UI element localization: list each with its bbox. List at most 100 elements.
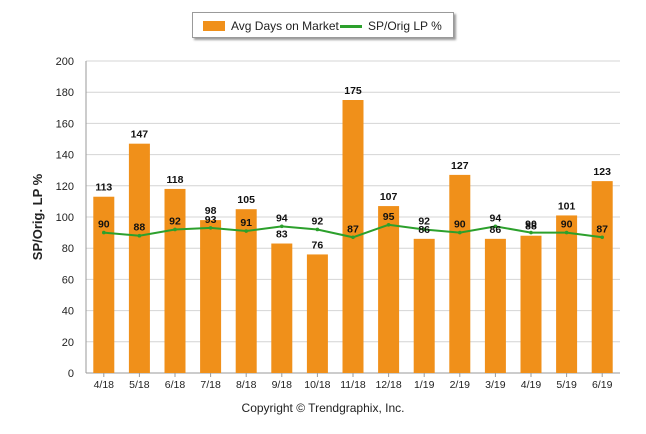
line-point bbox=[458, 230, 462, 235]
line-point bbox=[351, 235, 355, 240]
bar-value-label: 88 bbox=[525, 221, 537, 233]
value-labels: 113 147 118 98 105 83 76 175 107 86 127 86 88 101 123 9… bbox=[95, 85, 611, 251]
bar bbox=[164, 188, 186, 373]
y-tick-label: 40 bbox=[62, 306, 74, 318]
y-tick-label: 180 bbox=[56, 87, 74, 99]
bar bbox=[235, 209, 257, 373]
line-point bbox=[173, 227, 177, 232]
bar-value-label: 107 bbox=[380, 191, 398, 203]
line-value-label: 90 bbox=[525, 219, 537, 231]
y-axis-label: SP/Orig. LP % bbox=[30, 173, 45, 260]
bar-value-label: 113 bbox=[95, 182, 112, 194]
y-tick-label: 20 bbox=[62, 337, 74, 349]
line-value-label: 88 bbox=[134, 222, 146, 234]
line-point bbox=[244, 229, 248, 233]
bar-series bbox=[93, 100, 613, 373]
bar-value-label: 118 bbox=[167, 174, 184, 186]
x-tick-label: 5/19 bbox=[556, 379, 577, 391]
x-tick-label: 9/18 bbox=[272, 379, 293, 391]
bar-value-label: 147 bbox=[131, 129, 149, 141]
bar-value-label: 127 bbox=[451, 160, 469, 172]
legend-item-bar: Avg Days on Market bbox=[203, 13, 339, 39]
bar-value-label: 98 bbox=[205, 205, 217, 217]
line-value-label: 95 bbox=[383, 211, 395, 223]
bar-value-label: 76 bbox=[312, 239, 324, 251]
x-tick-label: 1/19 bbox=[414, 379, 435, 391]
line-value-label: 90 bbox=[561, 219, 573, 231]
y-tick-label: 80 bbox=[62, 243, 74, 255]
line-value-label: 94 bbox=[490, 212, 502, 224]
line-point bbox=[564, 230, 569, 235]
y-tick-label: 140 bbox=[56, 150, 74, 162]
x-axis-ticks: 4/18 5/18 6/18 7/18 8/18 9/18 10/18 11/18 12/18 1… bbox=[94, 373, 613, 391]
x-tick-label: 7/18 bbox=[200, 379, 221, 391]
line-value-label: 90 bbox=[454, 219, 466, 231]
line-point bbox=[386, 223, 391, 227]
y-tick-label: 200 bbox=[56, 56, 74, 68]
line-point bbox=[422, 227, 427, 232]
line-point bbox=[137, 233, 142, 238]
line-value-label: 90 bbox=[98, 219, 110, 231]
bar bbox=[271, 243, 293, 373]
bar bbox=[556, 215, 578, 373]
x-tick-label: 10/18 bbox=[304, 379, 330, 391]
line-point bbox=[600, 235, 604, 240]
y-tick-label: 0 bbox=[68, 368, 74, 380]
x-tick-label: 12/18 bbox=[375, 379, 401, 391]
line-point bbox=[102, 230, 106, 235]
bar-value-label: 101 bbox=[558, 200, 576, 212]
x-tick-label: 4/18 bbox=[94, 379, 115, 391]
legend-swatch-line bbox=[340, 24, 362, 28]
bar bbox=[413, 238, 435, 373]
legend-item-line: SP/Orig LP % bbox=[340, 13, 442, 39]
legend-swatch-bar bbox=[203, 21, 225, 31]
bar bbox=[93, 196, 115, 373]
line-value-label: 94 bbox=[276, 212, 288, 224]
y-tick-label: 60 bbox=[62, 274, 74, 286]
y-tick-label: 100 bbox=[56, 212, 74, 224]
bar bbox=[200, 220, 222, 373]
x-tick-label: 8/18 bbox=[236, 379, 257, 391]
line-value-label: 92 bbox=[169, 215, 181, 227]
legend-label-line: SP/Orig LP % bbox=[368, 19, 442, 33]
x-tick-label: 4/19 bbox=[521, 379, 542, 391]
line-series bbox=[102, 223, 604, 240]
legend: Avg Days on Market SP/Orig LP % bbox=[192, 12, 454, 38]
line-point bbox=[208, 226, 213, 230]
bar-value-label: 175 bbox=[344, 85, 362, 97]
line-point bbox=[529, 230, 533, 235]
x-tick-label: 6/19 bbox=[592, 379, 613, 391]
bar bbox=[520, 235, 542, 373]
bar-value-label: 123 bbox=[593, 166, 611, 178]
line-value-label: 92 bbox=[312, 215, 324, 227]
bar bbox=[484, 238, 506, 373]
bar bbox=[306, 254, 328, 373]
line-point bbox=[493, 224, 498, 229]
line-value-label: 87 bbox=[596, 223, 608, 235]
x-tick-label: 5/18 bbox=[129, 379, 150, 391]
line-value-label: 92 bbox=[418, 215, 430, 227]
bar-value-label: 86 bbox=[490, 224, 502, 236]
bar bbox=[591, 181, 613, 373]
line-point bbox=[280, 224, 284, 229]
y-tick-label: 160 bbox=[56, 118, 74, 130]
bar-value-label: 86 bbox=[418, 224, 430, 236]
line-value-label: 93 bbox=[205, 214, 217, 226]
bar bbox=[378, 206, 400, 373]
copyright-text: Copyright © Trendgraphix, Inc. bbox=[241, 401, 405, 415]
x-tick-label: 6/18 bbox=[165, 379, 186, 391]
bar bbox=[449, 174, 471, 373]
x-tick-label: 11/18 bbox=[340, 379, 366, 391]
line-point bbox=[315, 227, 320, 232]
x-tick-label: 3/19 bbox=[485, 379, 506, 391]
y-tick-label: 120 bbox=[56, 181, 74, 193]
bar-value-label: 83 bbox=[276, 229, 288, 241]
y-axis-ticks: 0 20 40 60 80 100 120 140 160 180 200 bbox=[56, 56, 74, 380]
bar bbox=[128, 143, 150, 373]
line-value-label: 91 bbox=[240, 217, 252, 229]
bar-value-label: 105 bbox=[237, 194, 255, 206]
x-tick-label: 2/19 bbox=[450, 379, 471, 391]
line-value-label: 87 bbox=[347, 223, 359, 235]
legend-label-bar: Avg Days on Market bbox=[231, 19, 339, 33]
